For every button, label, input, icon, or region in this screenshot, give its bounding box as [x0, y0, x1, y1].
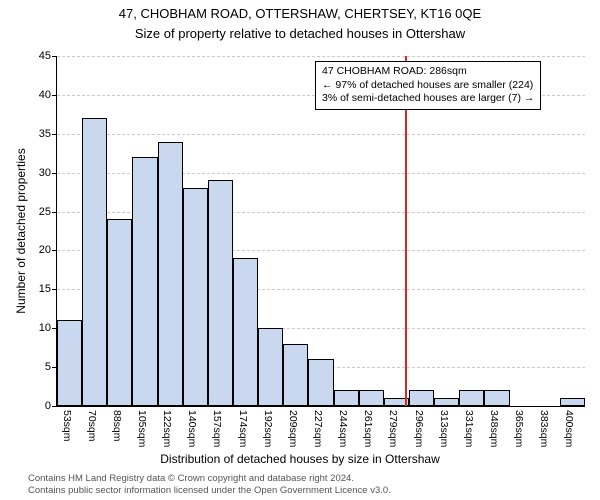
- xtick-label: 261sqm: [362, 410, 374, 447]
- ytick-mark: [52, 56, 56, 57]
- histogram-bar: [183, 188, 208, 406]
- histogram-bar: [208, 180, 233, 406]
- histogram-bar: [82, 118, 107, 406]
- plot-area: 47 CHOBHAM ROAD: 286sqm ← 97% of detache…: [56, 56, 585, 407]
- xtick-label: 53sqm: [61, 410, 73, 442]
- ytick-mark: [52, 134, 56, 135]
- histogram-bar: [409, 390, 434, 406]
- callout-line-2: ← 97% of detached houses are smaller (22…: [322, 79, 534, 93]
- ytick-mark: [52, 406, 56, 407]
- callout-line-1: 47 CHOBHAM ROAD: 286sqm: [322, 65, 534, 79]
- callout-line-3: 3% of semi-detached houses are larger (7…: [322, 92, 534, 106]
- xtick-label: 140sqm: [186, 410, 198, 447]
- xtick-label: 383sqm: [538, 410, 550, 447]
- xtick-label: 227sqm: [312, 410, 324, 447]
- gridline: [57, 56, 585, 57]
- histogram-bar: [233, 258, 258, 406]
- xtick-label: 122sqm: [161, 410, 173, 447]
- ytick-label: 15: [11, 283, 51, 295]
- xtick-label: 209sqm: [287, 410, 299, 447]
- x-axis-label: Distribution of detached houses by size …: [0, 452, 600, 466]
- histogram-bar: [283, 344, 308, 406]
- chart-title-sub: Size of property relative to detached ho…: [0, 26, 600, 41]
- gridline: [57, 134, 585, 135]
- histogram-bar: [258, 328, 283, 406]
- xtick-label: 365sqm: [513, 410, 525, 447]
- ytick-mark: [52, 328, 56, 329]
- xtick-label: 296sqm: [413, 410, 425, 447]
- xtick-label: 70sqm: [86, 410, 98, 442]
- ytick-mark: [52, 250, 56, 251]
- xtick-label: 400sqm: [563, 410, 575, 447]
- histogram-bar: [107, 219, 132, 406]
- ytick-label: 40: [11, 89, 51, 101]
- histogram-bar: [359, 390, 384, 406]
- ytick-label: 20: [11, 244, 51, 256]
- xtick-label: 348sqm: [488, 410, 500, 447]
- histogram-bar: [57, 320, 82, 406]
- ytick-label: 30: [11, 167, 51, 179]
- xtick-label: 279sqm: [387, 410, 399, 447]
- chart-footer: Contains HM Land Registry data © Crown c…: [28, 473, 391, 497]
- ytick-label: 5: [11, 361, 51, 373]
- histogram-bar: [158, 142, 183, 406]
- ytick-label: 25: [11, 206, 51, 218]
- xtick-label: 244sqm: [337, 410, 349, 447]
- ytick-mark: [52, 367, 56, 368]
- ytick-label: 35: [11, 128, 51, 140]
- histogram-bar: [334, 390, 359, 406]
- histogram-bar: [132, 157, 157, 406]
- xtick-label: 88sqm: [111, 410, 123, 442]
- histogram-bar: [459, 390, 484, 406]
- footer-line-1: Contains HM Land Registry data © Crown c…: [28, 473, 391, 485]
- ytick-mark: [52, 95, 56, 96]
- xtick-label: 157sqm: [211, 410, 223, 447]
- ytick-mark: [52, 289, 56, 290]
- xtick-label: 331sqm: [463, 410, 475, 447]
- footer-line-2: Contains public sector information licen…: [28, 485, 391, 497]
- histogram-bar: [434, 398, 459, 406]
- ytick-label: 0: [11, 400, 51, 412]
- xtick-label: 313sqm: [438, 410, 450, 447]
- histogram-bar: [484, 390, 509, 406]
- histogram-bar: [560, 398, 585, 406]
- xtick-label: 174sqm: [237, 410, 249, 447]
- ytick-label: 45: [11, 50, 51, 62]
- ytick-label: 10: [11, 322, 51, 334]
- marker-callout: 47 CHOBHAM ROAD: 286sqm ← 97% of detache…: [315, 61, 541, 110]
- chart-title-main: 47, CHOBHAM ROAD, OTTERSHAW, CHERTSEY, K…: [0, 6, 600, 21]
- ytick-mark: [52, 173, 56, 174]
- ytick-mark: [52, 212, 56, 213]
- xtick-label: 192sqm: [262, 410, 274, 447]
- histogram-bar: [308, 359, 333, 406]
- xtick-label: 105sqm: [136, 410, 148, 447]
